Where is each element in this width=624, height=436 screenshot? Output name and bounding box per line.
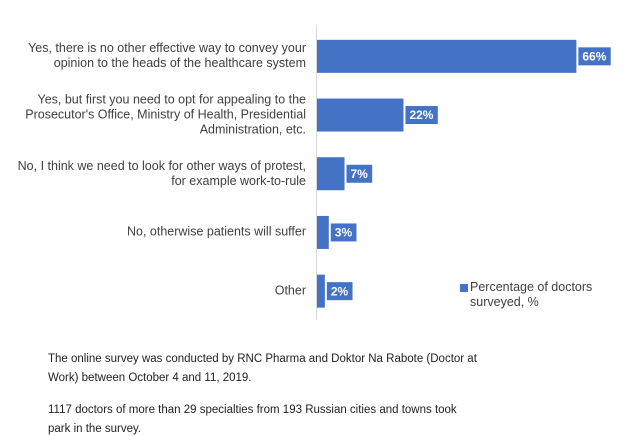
category-label: Yes, but first you need to opt for appea… (25, 92, 306, 137)
value-label-group: 2% (326, 282, 353, 301)
category-label: No, I think we need to look for other wa… (17, 158, 306, 188)
value-label-bg (405, 106, 438, 125)
note: 1117 doctors of more than 29 specialties… (48, 404, 457, 435)
category-label: Other (274, 283, 306, 298)
value-label: 7% (351, 167, 369, 181)
category-label: Yes, there is no other effective way to … (28, 41, 306, 71)
bar (317, 39, 577, 73)
bar (317, 215, 329, 249)
value-label: 3% (335, 226, 353, 240)
value-label-group: 3% (330, 223, 357, 242)
bar (317, 274, 325, 308)
value-label: 22% (409, 108, 433, 122)
bar (317, 157, 345, 191)
value-label-bg (330, 223, 357, 242)
value-label-group: 22% (405, 106, 438, 125)
category-label: No, otherwise patients will suffer (126, 224, 306, 239)
legend-swatch (460, 284, 468, 292)
value-label-bg (326, 282, 353, 301)
value-label-bg (578, 47, 611, 66)
value-label: 2% (331, 284, 349, 298)
value-label-group: 7% (346, 164, 373, 183)
value-label-bg (346, 164, 373, 183)
bar (317, 98, 404, 132)
note: The online survey was conducted by RNC P… (48, 353, 477, 384)
value-label: 66% (582, 50, 606, 64)
legend-label: Percentage of doctors surveyed, % (470, 280, 593, 309)
value-label-group: 66% (578, 47, 611, 66)
